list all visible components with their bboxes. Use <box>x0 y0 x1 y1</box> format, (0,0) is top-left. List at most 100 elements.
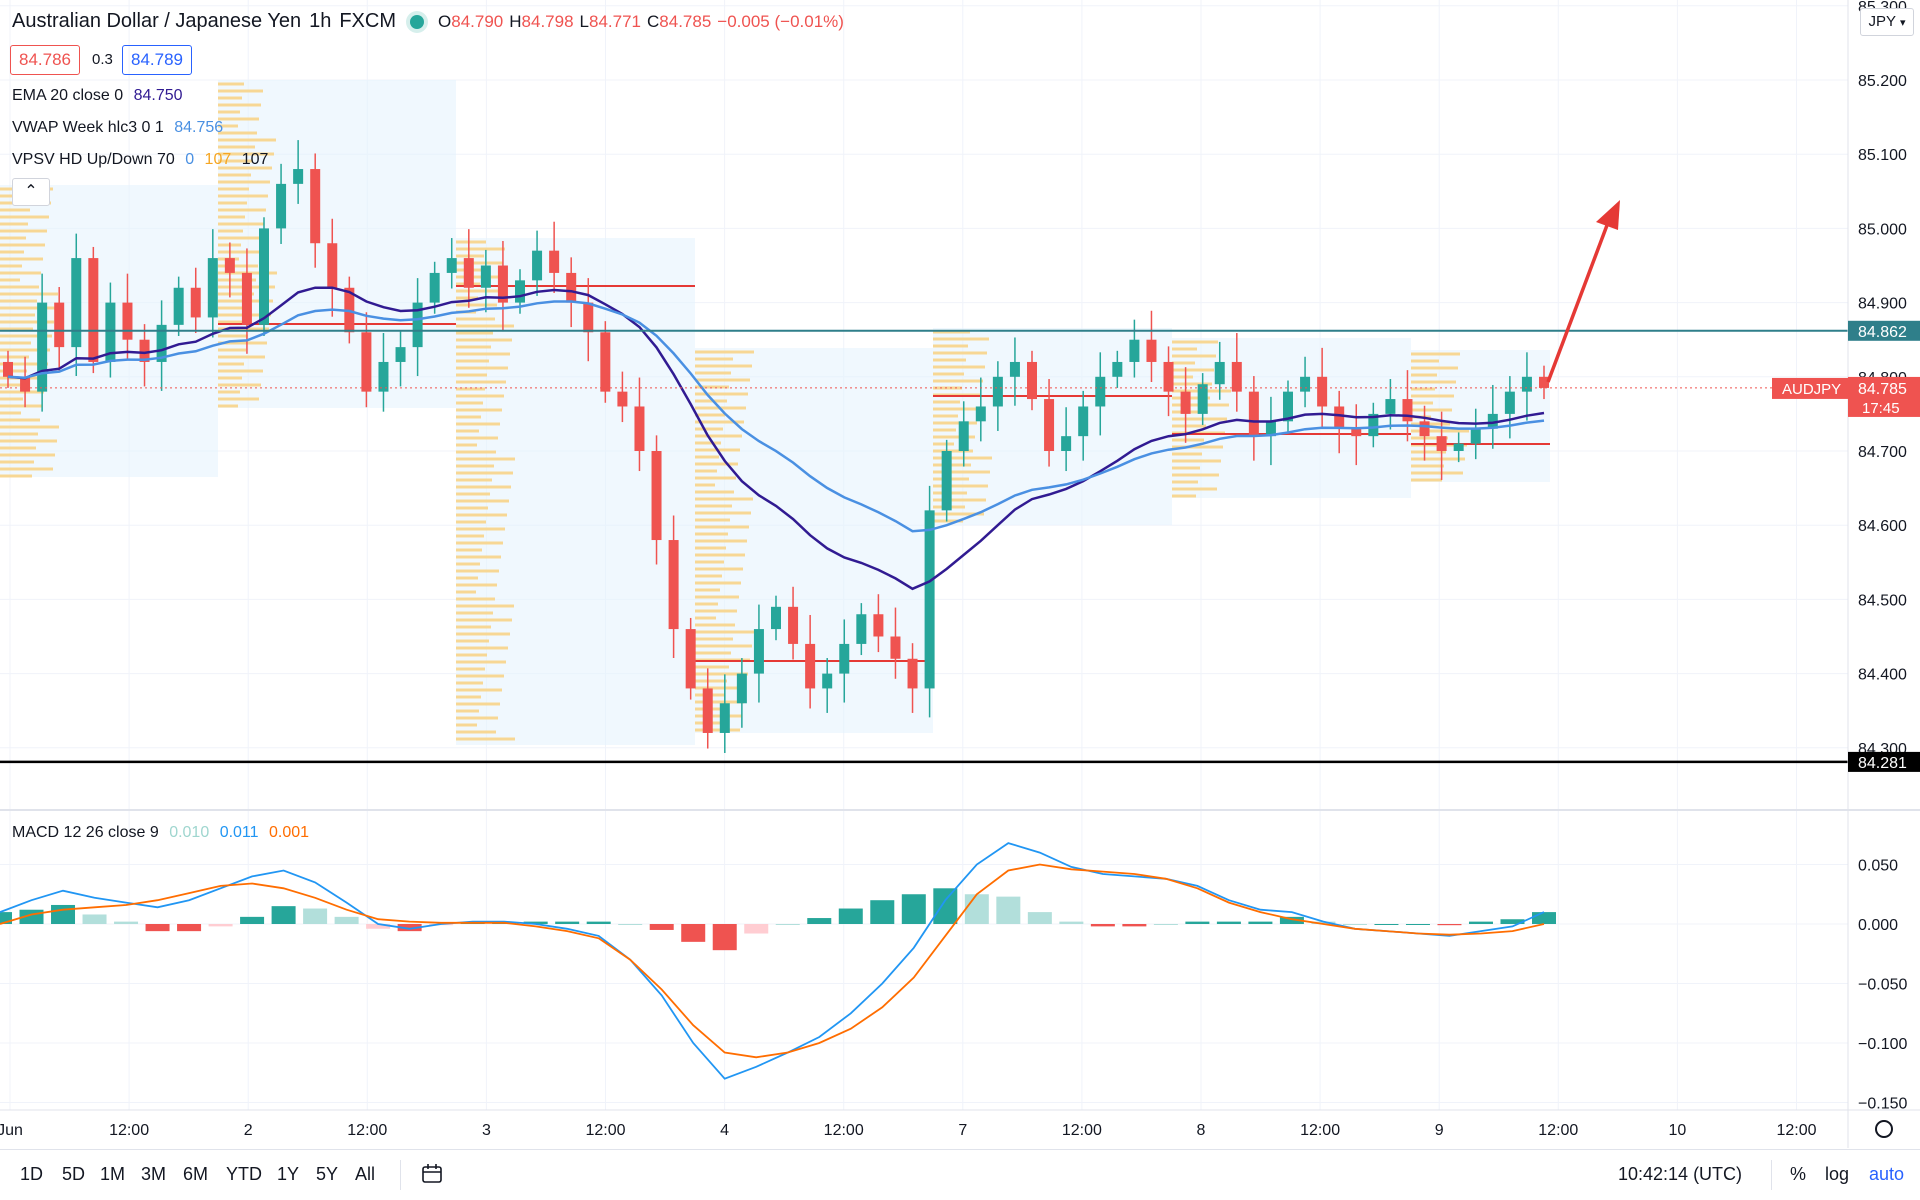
buy-button[interactable]: 84.789 <box>122 45 192 75</box>
range-3m-button[interactable]: 3M <box>141 1164 167 1184</box>
macd-histogram-bar <box>933 888 958 924</box>
ohlc-open: 84.790 <box>451 11 504 31</box>
macd-histogram-bar <box>82 914 107 924</box>
sell-button[interactable]: 84.786 <box>10 45 80 75</box>
range-6m-button[interactable]: 6M <box>183 1164 209 1184</box>
macd-histogram-bar <box>208 924 233 927</box>
macd-tick-label: −0.150 <box>1858 1096 1907 1113</box>
candle-body <box>958 421 969 451</box>
collapse-legend-button[interactable]: ⌃ <box>12 178 50 206</box>
symbol-title[interactable]: Australian Dollar / Japanese Yen <box>12 10 302 32</box>
candle-body <box>1078 406 1089 437</box>
time-tick-label: 4 <box>720 1122 729 1139</box>
vpsv-legend-name: VPSV HD Up/Down 70 <box>12 151 175 168</box>
time-tick-label: 12:00 <box>109 1122 149 1139</box>
candle-body <box>1044 399 1055 451</box>
candle-body <box>1317 376 1328 407</box>
candle-body <box>71 258 82 348</box>
candle-body <box>788 606 799 644</box>
macd-histogram-bar <box>1027 912 1052 924</box>
candle-body <box>395 347 406 362</box>
time-tick-label: 12:00 <box>347 1122 387 1139</box>
candle-body <box>1385 399 1396 414</box>
candle-body <box>1009 361 1020 377</box>
ema-legend-value: 84.750 <box>133 87 183 104</box>
candle-body <box>88 258 99 362</box>
candle-body <box>549 250 560 273</box>
vwap-legend-value: 84.756 <box>174 119 224 136</box>
ema-legend[interactable]: EMA 20 close 0 84.750 <box>12 87 183 105</box>
macd-histogram-bar <box>1248 921 1273 924</box>
vwap-line <box>7 300 1545 533</box>
range-1y-button[interactable]: 1Y <box>277 1164 300 1184</box>
candle-body <box>429 272 440 303</box>
macd-histogram-bar <box>1500 919 1525 924</box>
ohlc-close: 84.785 <box>659 11 712 31</box>
candle-body <box>156 324 167 362</box>
vpsv-legend[interactable]: VPSV HD Up/Down 70 0 107 107 <box>12 151 268 169</box>
resistance-badge <box>1848 320 1920 341</box>
currency-select-value: JPY <box>1868 13 1896 30</box>
macd-histogram-bar <box>712 924 737 951</box>
vwap-legend[interactable]: VWAP Week hlc3 0 1 84.756 <box>12 119 223 137</box>
interval-label[interactable]: 1h <box>309 10 332 32</box>
spread-label: 0.3 <box>92 51 113 68</box>
candle-body <box>173 287 184 325</box>
candle-body <box>378 361 389 392</box>
macd-histogram-bar <box>1437 924 1462 926</box>
candle-body <box>873 614 884 637</box>
candle-body <box>241 272 252 325</box>
utc-clock[interactable]: 10:42:14 (UTC) <box>1618 1164 1743 1184</box>
candle-body <box>907 658 918 689</box>
candle-body <box>634 406 645 451</box>
candle-body <box>1197 384 1208 414</box>
gear-icon <box>1875 1120 1893 1138</box>
candle-body <box>736 673 747 704</box>
candle-body <box>1248 391 1259 437</box>
time-tick-label: 9 <box>1435 1122 1444 1139</box>
candle-body <box>207 258 218 318</box>
candlestick-series <box>3 140 1549 753</box>
toolbar-divider <box>1771 1160 1772 1190</box>
support-badge-label: 84.281 <box>1858 755 1907 772</box>
toolbar-divider <box>400 1160 401 1190</box>
range-ytd-button[interactable]: YTD <box>226 1164 262 1184</box>
macd-histogram-bar <box>807 918 832 924</box>
percent-toggle[interactable]: % <box>1790 1164 1807 1184</box>
macd-histogram-bar <box>1311 921 1336 924</box>
candle-body <box>1539 376 1549 388</box>
currency-select[interactable]: JPY ▾ <box>1860 8 1914 36</box>
macd-histogram-bar <box>901 894 926 924</box>
candle-body <box>975 406 986 422</box>
macd-histogram-bar <box>114 921 139 924</box>
auto-toggle[interactable]: auto <box>1869 1164 1905 1184</box>
range-all-button[interactable]: All <box>355 1164 376 1184</box>
candle-body <box>497 265 508 303</box>
candle-body <box>480 265 491 288</box>
macd-histogram-bar <box>1122 924 1147 927</box>
macd-histogram-bar <box>1342 924 1367 925</box>
signal-line <box>0 863 1545 1059</box>
axes: 85.30085.20085.10085.00084.90084.80084.7… <box>0 0 1920 1148</box>
symbol-tag-label: AUDJPY <box>1782 381 1841 398</box>
range-5d-button[interactable]: 5D <box>62 1164 86 1184</box>
candle-body <box>600 332 611 392</box>
range-1m-button[interactable]: 1M <box>100 1164 126 1184</box>
countdown-label: 17:45 <box>1862 400 1900 417</box>
candle-body <box>924 510 935 689</box>
horizontal-levels[interactable] <box>0 200 1848 764</box>
calendar-range-icon[interactable] <box>421 1162 445 1186</box>
range-5y-button[interactable]: 5Y <box>316 1164 339 1184</box>
log-toggle[interactable]: log <box>1825 1164 1850 1184</box>
time-tick-label: 3 <box>482 1122 491 1139</box>
macd-histogram-bar <box>555 921 580 924</box>
candle-body <box>719 703 730 733</box>
macd-histogram-bar <box>870 900 895 924</box>
macd-histogram-bar <box>1090 924 1115 927</box>
price-tick-label: 84.600 <box>1858 518 1907 535</box>
macd-histogram-bar <box>303 908 328 924</box>
candle-body <box>651 451 662 541</box>
range-1d-button[interactable]: 1D <box>20 1164 44 1184</box>
macd-legend[interactable]: MACD 12 26 close 9 0.010 0.011 0.001 <box>12 824 309 842</box>
